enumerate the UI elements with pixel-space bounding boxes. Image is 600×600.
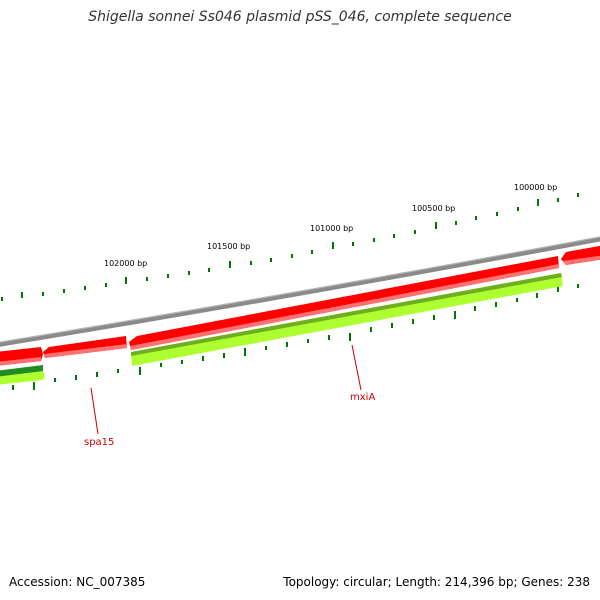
forward-cds-track — [0, 245, 600, 366]
plasmid-backbone-highlight — [0, 236, 600, 343]
cds-reverse-left-light — [0, 371, 45, 385]
plasmid-backbone — [0, 236, 600, 347]
accession-label: Accession: NC_007385 — [9, 575, 146, 589]
topology-info: Topology: circular; Length: 214,396 bp; … — [283, 575, 590, 589]
ruler-label-101000: 101000 bp — [310, 224, 353, 233]
cds-reverse-long-edge — [131, 273, 562, 356]
ruler-label-100000: 100000 bp — [514, 183, 557, 192]
cds-forward-long-shade — [130, 264, 559, 350]
outer-tick-row — [1, 193, 579, 301]
gene-label-spa15[interactable]: spa15 — [84, 437, 114, 448]
gene-labels: spa15 mxiA — [84, 392, 375, 448]
cds-reverse-left-dark — [0, 365, 43, 378]
cds-forward-left-shade — [0, 357, 41, 366]
spa15-pointer — [90, 387, 99, 435]
reverse-cds-track — [0, 273, 563, 385]
ruler-label-100500: 100500 bp — [412, 204, 455, 213]
ruler-labels: 102000 bp 101500 bp 101000 bp 100500 bp … — [104, 183, 557, 268]
mxiA-pointer — [351, 344, 362, 391]
inner-tick-row — [12, 284, 579, 390]
gene-label-mxiA[interactable]: mxiA — [350, 392, 375, 403]
ruler-label-102000: 102000 bp — [104, 259, 147, 268]
cds-forward-right-shade — [563, 255, 600, 265]
ruler-label-101500: 101500 bp — [207, 242, 250, 251]
cds-forward-small-shade — [44, 344, 127, 358]
map-title: Shigella sonnei Ss046 plasmid pSS_046, c… — [88, 9, 512, 25]
